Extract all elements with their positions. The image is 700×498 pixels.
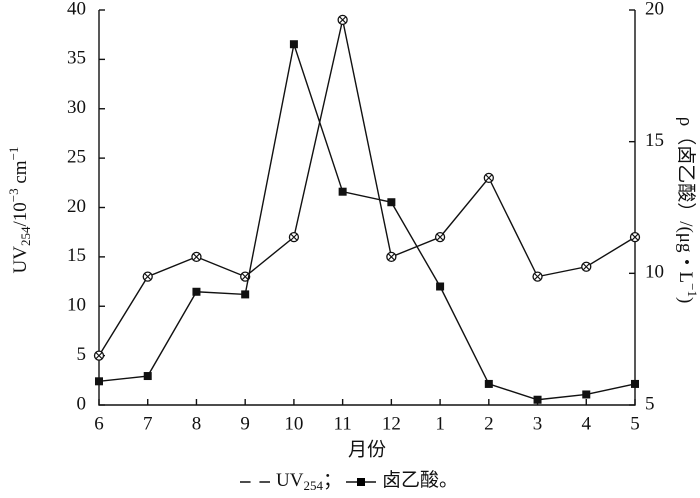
x-tick-label: 11 [333,413,351,434]
point [581,261,592,272]
x-tick-label: 10 [284,413,303,434]
point [288,231,300,243]
x-tick-label: 9 [240,413,250,434]
point-cross [144,273,152,281]
point [240,271,251,282]
point [93,350,105,361]
point-cross [534,273,541,281]
point-cross [485,174,493,182]
x-tick-label: 5 [630,413,640,434]
legend-label: UV254； [276,470,342,493]
point-cross [339,16,347,24]
point [95,377,103,386]
series-line [98,19,636,356]
point [143,372,152,381]
point [434,231,446,243]
x-tick-label: 1 [435,413,445,434]
point [338,187,347,196]
legend-marker [250,477,260,487]
x-tick-label: 4 [582,413,592,434]
x-tick-label: 6 [94,413,104,434]
y-tick-label: 0 [77,393,87,414]
point [532,271,543,282]
point-ring [250,477,260,487]
legend-label: 卤乙酸。 [382,469,458,491]
point [533,395,542,404]
x-tick-label: 2 [484,413,494,434]
point-cross [95,352,103,360]
point-cross [193,253,200,261]
point-cross [290,233,298,241]
axes-frame [98,10,636,406]
point [192,287,201,296]
x-tick-label: 3 [533,413,543,434]
point [582,390,591,399]
y-tick-label: 25 [67,146,86,167]
point [631,379,639,388]
y2-tick-label: 20 [645,0,664,19]
legend-marker [357,478,365,486]
point [241,290,250,299]
point-cross [387,253,395,261]
point [191,251,202,263]
x-tick-label: 12 [382,413,401,434]
x-axis-label: 月份 [348,438,386,460]
y2-tick-label: 5 [645,393,655,414]
point [484,379,493,388]
point [386,251,397,263]
y-tick-label: 40 [67,0,86,19]
point [483,172,494,184]
point [142,271,153,282]
x-tick-label: 8 [192,413,202,434]
point [387,198,396,207]
point-cross [631,233,639,241]
point-cross [436,233,444,241]
point-cross [582,263,590,271]
point [436,282,445,291]
y2-tick-label: 10 [645,262,664,283]
y-tick-label: 20 [67,196,86,217]
y-tick-label: 5 [77,344,87,365]
x-tick-label: 7 [143,413,153,434]
y2-axis-label: ρ（卤乙酸）/(μg・L−1) [675,117,700,304]
point [337,14,348,26]
y-axis-label: UV254/10−3 cm−1 [6,147,33,274]
y-tick-label: 30 [67,97,86,118]
series-line [98,41,636,401]
y-tick-label: 35 [67,48,86,69]
y2-tick-label: 15 [645,130,664,151]
y-tick-label: 10 [67,295,86,316]
point [629,231,641,243]
point-cross [241,273,249,281]
y-tick-label: 15 [67,245,86,266]
point [289,40,298,49]
